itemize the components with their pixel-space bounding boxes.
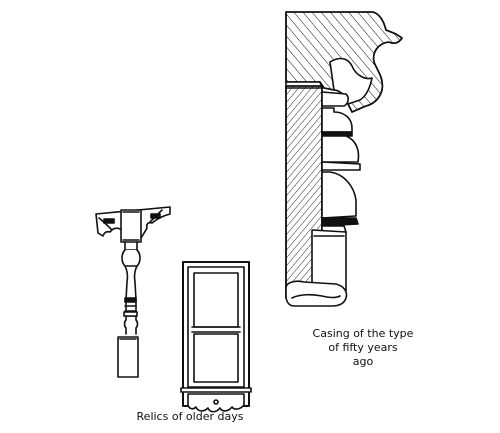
casing-caption-line-3: ago <box>352 355 374 368</box>
casing-caption: Casing of the type of fifty years ago <box>298 327 428 369</box>
double-hung-window-icon <box>180 261 252 413</box>
casing-caption-line-2: of fifty years <box>328 341 398 354</box>
relics-caption: Relics of older days <box>136 410 244 423</box>
casing-caption-line-1: Casing of the type <box>312 327 414 340</box>
molded-casing-profile-icon <box>285 11 403 307</box>
bracket-and-turned-post-icon <box>95 206 171 378</box>
